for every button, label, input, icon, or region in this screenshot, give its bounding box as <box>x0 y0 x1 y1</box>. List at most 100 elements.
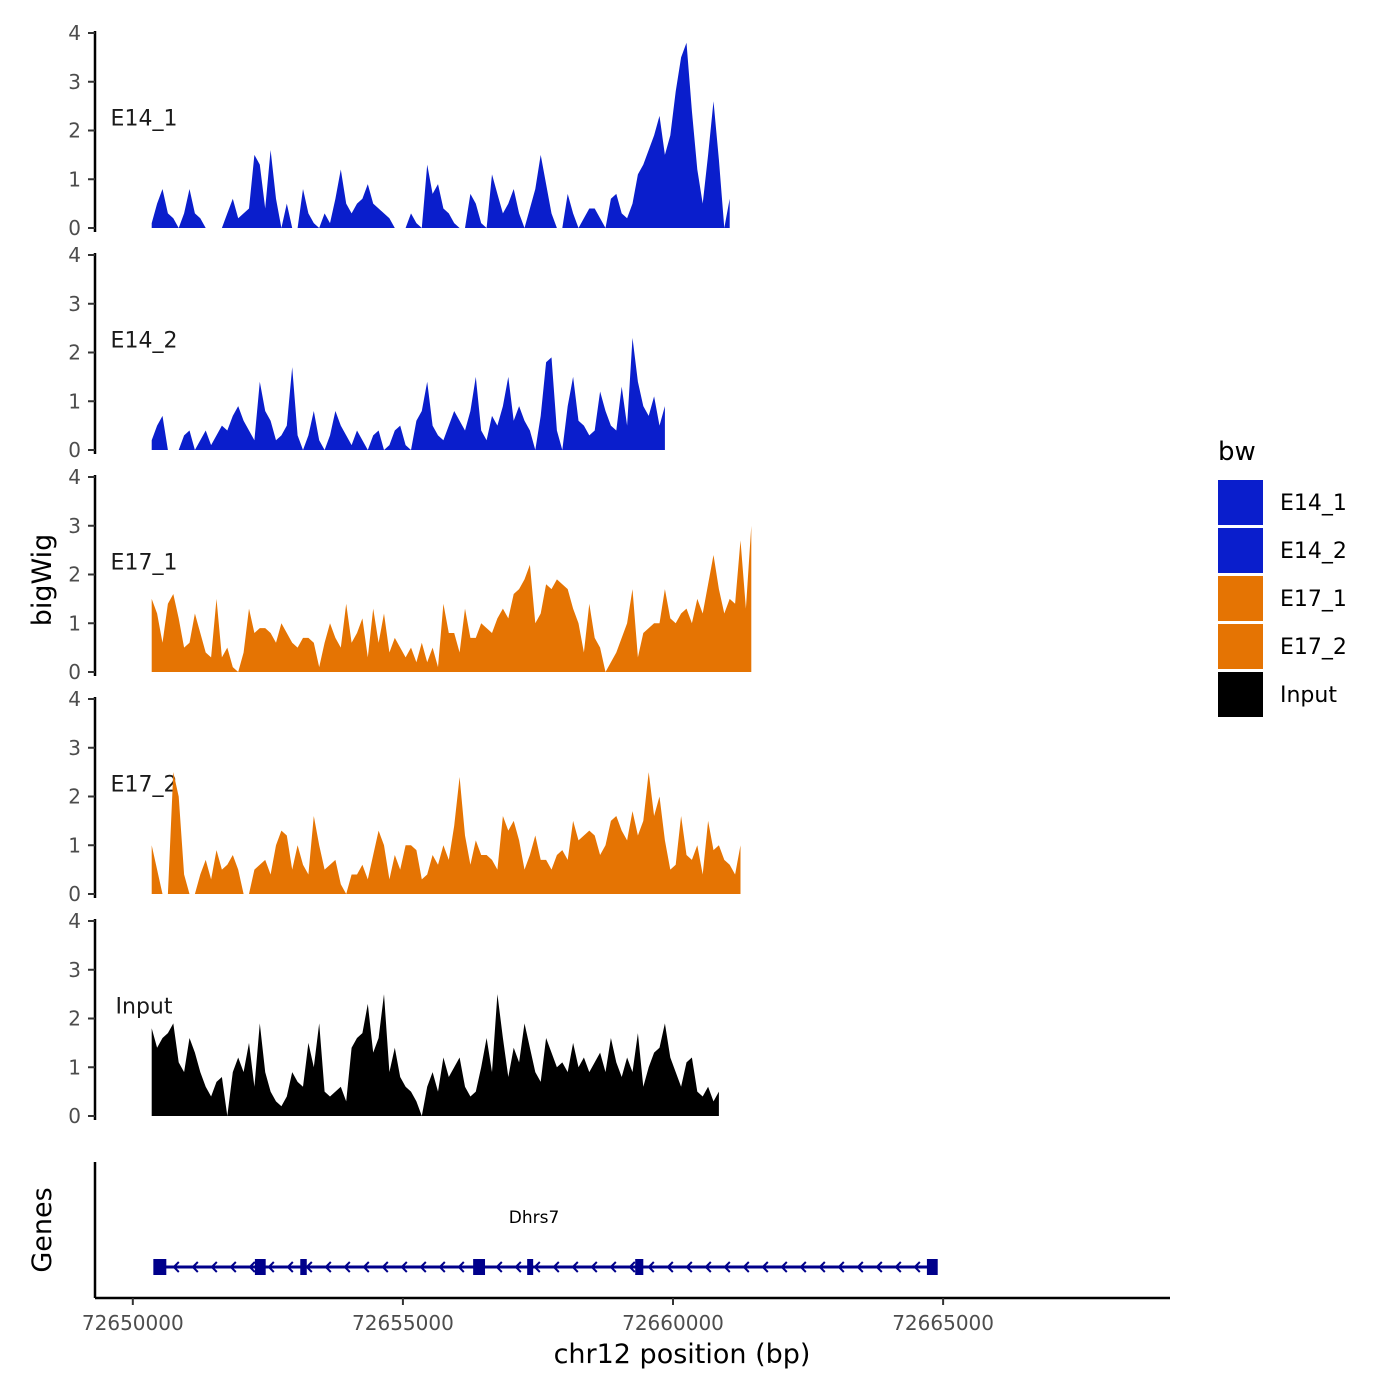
strand-arrow <box>590 1261 598 1273</box>
coverage-area-E17_2 <box>151 772 741 894</box>
legend-swatch-E14_1 <box>1218 480 1263 525</box>
y-tick-label: 4 <box>68 21 81 45</box>
legend-label: E17_1 <box>1280 587 1347 612</box>
strand-arrow <box>210 1261 218 1273</box>
gene-Dhrs7: Dhrs7 <box>153 1208 938 1275</box>
track-label: Input <box>116 995 173 1020</box>
y-tick-label: 2 <box>68 563 81 587</box>
coverage-area-E14_2 <box>151 337 665 450</box>
exon <box>527 1259 534 1275</box>
x-tick-label: 72655000 <box>352 1311 454 1335</box>
strand-arrow <box>438 1261 446 1273</box>
y-tick-label: 3 <box>68 736 81 760</box>
gene-track: Dhrs7 <box>93 1162 938 1298</box>
x-axis-title: chr12 position (bp) <box>554 1339 811 1370</box>
y-axis-title: bigWig <box>27 534 58 627</box>
x-tick-label: 72650000 <box>82 1311 184 1335</box>
strand-arrow <box>666 1261 674 1273</box>
y-tick-label: 4 <box>68 243 81 267</box>
x-tick-label: 72665000 <box>892 1311 994 1335</box>
y-tick-label: 2 <box>68 341 81 365</box>
strand-arrow <box>571 1261 579 1273</box>
strand-arrow <box>362 1261 370 1273</box>
x-axis: 72650000 72655000 72660000 72665000 <box>82 1296 1170 1335</box>
track-label: E17_1 <box>111 551 178 576</box>
y-tick-label: 2 <box>68 119 81 143</box>
strand-arrow <box>837 1261 845 1273</box>
y-tick-label: 1 <box>68 389 81 413</box>
strand-arrow <box>305 1261 313 1273</box>
legend-swatch-E17_1 <box>1218 576 1263 621</box>
track-label: E14_2 <box>111 329 178 354</box>
legend-title: bw <box>1218 437 1256 467</box>
strand-arrow <box>248 1261 256 1273</box>
strand-arrow <box>609 1261 617 1273</box>
legend: bw E14_1 E14_2 E17_1 E17_2 Input <box>1218 437 1347 717</box>
track-E14_1: 0 1 2 3 4 E14_1 <box>68 21 730 240</box>
y-tick-label: 1 <box>68 833 81 857</box>
y-tick-label: 0 <box>68 660 81 684</box>
strand-arrow <box>742 1261 750 1273</box>
legend-swatch-E14_2 <box>1218 528 1263 573</box>
y-tick-label: 1 <box>68 1055 81 1079</box>
strand-arrow <box>685 1261 693 1273</box>
strand-arrow <box>723 1261 731 1273</box>
y-tick-label: 0 <box>68 438 81 462</box>
strand-arrow <box>495 1261 503 1273</box>
y-tick-label: 4 <box>68 687 81 711</box>
strand-arrow <box>647 1261 655 1273</box>
coverage-area-Input <box>151 994 719 1116</box>
legend-label: E17_2 <box>1280 635 1347 660</box>
y-tick-label: 3 <box>68 292 81 316</box>
strand-arrow <box>229 1261 237 1273</box>
exon <box>300 1259 307 1275</box>
strand-arrow <box>267 1261 275 1273</box>
strand-arrow <box>324 1261 332 1273</box>
strand-arrow <box>172 1261 180 1273</box>
exon <box>926 1259 938 1275</box>
strand-arrow <box>533 1261 541 1273</box>
strand-arrow <box>780 1261 788 1273</box>
exon <box>635 1259 644 1275</box>
exon <box>473 1259 486 1275</box>
strand-arrow <box>457 1261 465 1273</box>
coverage-area-E14_1 <box>151 42 730 228</box>
strand-arrow <box>419 1261 427 1273</box>
legend-label: E14_1 <box>1280 491 1347 516</box>
y-tick-label: 4 <box>68 465 81 489</box>
track-E14_2: 0 1 2 3 4 E14_2 <box>68 243 665 462</box>
strand-arrow <box>818 1261 826 1273</box>
strand-arrow <box>514 1261 522 1273</box>
strand-arrow <box>381 1261 389 1273</box>
strand-arrow <box>856 1261 864 1273</box>
y-tick-label: 0 <box>68 882 81 906</box>
exon <box>254 1259 266 1275</box>
y-tick-label: 1 <box>68 167 81 191</box>
y-tick-label: 2 <box>68 1007 81 1031</box>
strand-arrow <box>286 1261 294 1273</box>
legend-swatch-E17_2 <box>1218 624 1263 669</box>
track-Input: 0 1 2 3 4 Input <box>68 909 719 1128</box>
legend-label: E14_2 <box>1280 539 1347 564</box>
track-label: E17_2 <box>111 773 178 798</box>
gene-name-label: Dhrs7 <box>509 1208 560 1228</box>
x-tick-label: 72660000 <box>622 1311 724 1335</box>
track-E17_2: 0 1 2 3 4 E17_2 <box>68 687 741 906</box>
y-tick-label: 0 <box>68 1104 81 1128</box>
strand-arrow <box>913 1261 921 1273</box>
y-tick-label: 1 <box>68 611 81 635</box>
coverage-tracks: 0 1 2 3 4 E14_1 0 1 2 3 4 E14_2 0 1 2 3 4 E17_1 0 1 2 3 4 E17_2… <box>68 21 752 1128</box>
strand-arrow <box>894 1261 902 1273</box>
track-label: E14_1 <box>111 107 178 132</box>
strand-arrow <box>761 1261 769 1273</box>
y-tick-label: 3 <box>68 958 81 982</box>
strand-arrow <box>552 1261 560 1273</box>
y-tick-label: 0 <box>68 216 81 240</box>
track-E17_1: 0 1 2 3 4 E17_1 <box>68 465 752 684</box>
coverage-area-E17_1 <box>151 525 752 672</box>
strand-arrow <box>704 1261 712 1273</box>
strand-arrow <box>343 1261 351 1273</box>
gene-axis-title: Genes <box>27 1187 58 1272</box>
y-tick-label: 4 <box>68 909 81 933</box>
